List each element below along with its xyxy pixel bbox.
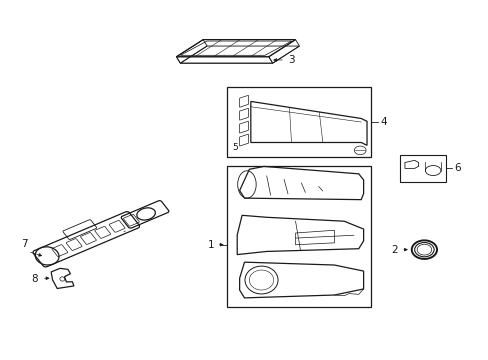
Bar <box>399 155 446 182</box>
Text: 8: 8 <box>31 274 38 284</box>
Text: 6: 6 <box>454 163 460 174</box>
Text: 7: 7 <box>21 239 28 249</box>
Text: 5: 5 <box>232 144 238 153</box>
Text: 1: 1 <box>207 240 214 250</box>
Text: 4: 4 <box>380 117 386 127</box>
Bar <box>227 87 370 157</box>
Text: 2: 2 <box>390 245 397 255</box>
Bar <box>227 166 370 307</box>
Text: 3: 3 <box>287 55 294 65</box>
